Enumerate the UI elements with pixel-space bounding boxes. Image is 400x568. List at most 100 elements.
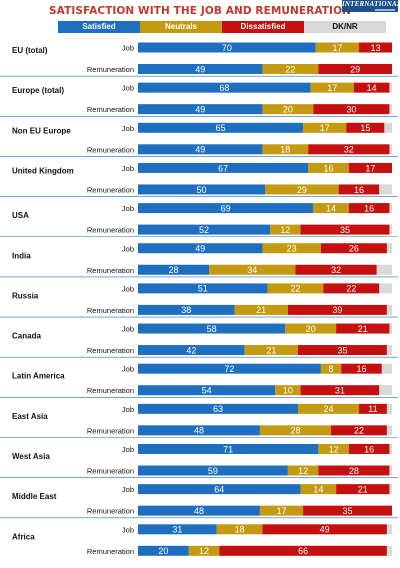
data-label: 51 (198, 284, 208, 294)
bar-segment (262, 144, 309, 155)
data-label: 29 (297, 185, 307, 195)
bar-segment (138, 545, 189, 556)
row-label: Job (122, 124, 134, 133)
bar-segment (262, 104, 314, 115)
data-label: 72 (224, 364, 234, 374)
data-label: 15 (360, 123, 370, 133)
data-label: 20 (158, 546, 168, 556)
bar-segment (389, 203, 392, 214)
bar-segment (138, 203, 314, 214)
data-label: 22 (346, 284, 356, 294)
data-label: 28 (290, 426, 300, 436)
data-label: 17 (277, 506, 287, 516)
bar-segment (379, 385, 392, 396)
region-label: Africa (12, 532, 35, 541)
bar-segment (313, 104, 390, 115)
bar-segment (389, 144, 392, 155)
region-label: EU (total) (12, 46, 48, 55)
region-label: Non EU Europe (12, 126, 71, 135)
row-label: Remuneration (87, 467, 134, 476)
data-label: 49 (195, 244, 205, 254)
bar-segment (331, 425, 387, 436)
data-label: 10 (283, 386, 293, 396)
bar-segment (310, 82, 354, 93)
bar-segment (267, 283, 324, 294)
bar-segment (346, 122, 385, 133)
row-label: Remuneration (87, 547, 134, 556)
bar-segment (389, 104, 392, 115)
data-label: 64 (214, 484, 224, 494)
data-label: 21 (358, 324, 368, 334)
data-label: 17 (332, 43, 342, 53)
bar-segment (379, 283, 392, 294)
bar-segment (138, 505, 260, 516)
data-label: 11 (368, 404, 377, 414)
bar-segment (358, 403, 387, 414)
bar-segment (381, 363, 392, 374)
data-label: 16 (357, 364, 367, 374)
row-label: Job (122, 445, 134, 454)
data-label: 52 (199, 225, 209, 235)
row-label: Remuneration (87, 507, 134, 516)
data-label: 65 (216, 123, 226, 133)
bar-segment (262, 243, 321, 254)
row-label: Job (122, 164, 134, 173)
bar-segment (386, 304, 392, 315)
publisher-logo: INTERNATIONAL (342, 0, 400, 12)
bar-segment (336, 484, 390, 495)
bar-segment (300, 484, 337, 495)
data-label: 71 (223, 444, 233, 454)
data-label: 16 (364, 444, 374, 454)
bar-segment (298, 345, 387, 356)
row-label: Remuneration (87, 346, 134, 355)
bar-segment (358, 42, 392, 53)
data-label: 34 (247, 265, 257, 275)
data-label: 16 (364, 203, 374, 213)
row-label: Job (122, 525, 134, 534)
region-label: Russia (12, 291, 39, 300)
data-label: 54 (202, 386, 212, 396)
data-label: 35 (343, 506, 353, 516)
data-label: 58 (207, 324, 217, 334)
bar-segment (389, 444, 392, 454)
data-label: 32 (344, 145, 354, 155)
bar-segment (138, 82, 311, 93)
bar-segment (138, 144, 263, 155)
legend-satisfied: Satisfied (58, 21, 140, 33)
data-label: 17 (365, 163, 375, 173)
data-label: 29 (350, 64, 360, 74)
data-label: 22 (290, 284, 300, 294)
row-label: Remuneration (87, 306, 134, 315)
bar-segment (300, 224, 390, 235)
bar-segment (303, 122, 347, 133)
data-label: 14 (313, 484, 323, 494)
bar-segment (386, 243, 392, 254)
row-label: Remuneration (87, 145, 134, 154)
data-label: 12 (298, 466, 308, 476)
bar-segment (348, 162, 392, 173)
bar-segment (318, 64, 392, 74)
data-label: 21 (256, 305, 266, 315)
bar-segment (138, 444, 319, 454)
bar-segment (287, 465, 319, 476)
bar-segment (379, 184, 392, 195)
bar-segment (138, 403, 299, 414)
row-label: Remuneration (87, 266, 134, 275)
bar-segment (308, 144, 390, 155)
bar-segment (318, 444, 349, 454)
bar-segment (320, 363, 342, 374)
bar-segment (389, 323, 392, 334)
data-label: 22 (285, 64, 295, 74)
data-label: 28 (349, 466, 359, 476)
bar-segment (348, 203, 390, 214)
bar-segment (138, 64, 263, 74)
data-label: 14 (326, 203, 336, 213)
bar-segment (138, 385, 276, 396)
bar-segment (348, 444, 390, 454)
bar-segment (188, 545, 220, 556)
data-label: 49 (195, 64, 205, 74)
data-label: 30 (346, 104, 356, 114)
bar-segment (219, 545, 387, 556)
row-label: Remuneration (87, 185, 134, 194)
row-label: Job (122, 325, 134, 334)
